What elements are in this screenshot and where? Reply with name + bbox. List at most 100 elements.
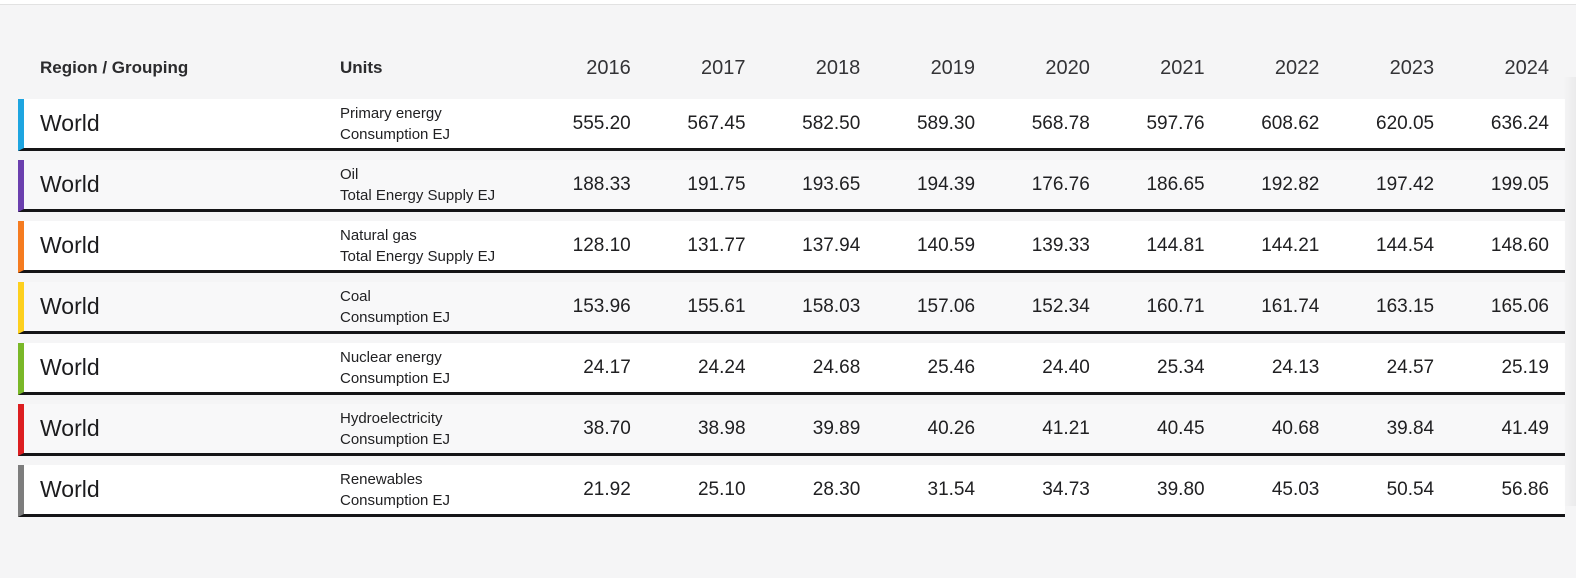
units-series-label: Oil (340, 165, 359, 183)
value-cell: 597.76 (1105, 99, 1221, 151)
region-cell: World (18, 99, 320, 151)
value-cell: 40.45 (1105, 404, 1221, 456)
value-cell: 194.39 (876, 160, 992, 212)
value-cell: 24.13 (1220, 343, 1336, 395)
value-cell: 152.34 (991, 282, 1106, 334)
value-cell: 39.84 (1335, 404, 1451, 456)
table-row: World Natural gas Total Energy Supply EJ… (18, 221, 1565, 273)
region-cell: World (18, 465, 320, 517)
value-cell: 620.05 (1335, 99, 1451, 151)
value-cell: 589.30 (876, 99, 992, 151)
value-cell: 25.19 (1450, 343, 1565, 395)
header-row: Region / Grouping Units 2016 2017 2018 2019… (18, 46, 1565, 90)
value-cell: 40.68 (1220, 404, 1336, 456)
value-cell: 137.94 (761, 221, 877, 273)
units-cell: Hydroelectricity Consumption EJ (320, 404, 532, 456)
value-cell: 25.46 (876, 343, 992, 395)
value-cell: 144.81 (1105, 221, 1221, 273)
value-cell: 199.05 (1450, 160, 1565, 212)
value-cell: 153.96 (532, 282, 647, 334)
value-cell: 165.06 (1450, 282, 1565, 334)
value-cell: 608.62 (1220, 99, 1336, 151)
units-series-label: Coal (340, 287, 371, 305)
value-cell: 191.75 (646, 160, 762, 212)
value-cell: 25.10 (646, 465, 762, 517)
value-cell: 158.03 (761, 282, 877, 334)
units-cell: Oil Total Energy Supply EJ (320, 160, 532, 212)
value-cell: 193.65 (761, 160, 877, 212)
region-cell: World (18, 343, 320, 395)
region-cell: World (18, 221, 320, 273)
value-cell: 41.49 (1450, 404, 1565, 456)
value-cell: 197.42 (1335, 160, 1451, 212)
value-cell: 144.21 (1220, 221, 1336, 273)
value-cell: 636.24 (1450, 99, 1565, 151)
region-cell: World (18, 160, 320, 212)
value-cell: 582.50 (761, 99, 877, 151)
table-row: World Primary energy Consumption EJ 555.… (18, 99, 1565, 151)
region-label: World (40, 171, 100, 197)
units-cell: Coal Consumption EJ (320, 282, 532, 334)
value-cell: 188.33 (532, 160, 647, 212)
value-cell: 176.76 (991, 160, 1106, 212)
value-cell: 38.98 (646, 404, 762, 456)
region-label: World (40, 110, 100, 136)
value-cell: 39.89 (761, 404, 877, 456)
table-body: World Primary energy Consumption EJ 555.… (18, 99, 1565, 517)
table-row: World Renewables Consumption EJ 21.92 25.… (18, 465, 1565, 517)
units-series-label: Renewables (340, 470, 423, 488)
column-header-year: 2019 (930, 56, 976, 79)
units-measure-label: Consumption EJ (340, 430, 451, 448)
value-cell: 160.71 (1105, 282, 1221, 334)
units-series-label: Primary energy (340, 104, 442, 122)
column-header-year: 2020 (1045, 56, 1090, 79)
units-measure-label: Consumption EJ (340, 125, 451, 143)
value-cell: 28.30 (761, 465, 877, 517)
units-cell: Natural gas Total Energy Supply EJ (320, 221, 532, 273)
column-header-year: 2023 (1389, 56, 1435, 79)
units-cell: Primary energy Consumption EJ (320, 99, 532, 151)
column-header-year: 2016 (586, 56, 631, 79)
region-label: World (40, 232, 100, 258)
value-cell: 24.40 (991, 343, 1106, 395)
column-header-units: Units (340, 58, 383, 77)
value-cell: 140.59 (876, 221, 992, 273)
value-cell: 161.74 (1220, 282, 1336, 334)
value-cell: 25.34 (1105, 343, 1221, 395)
value-cell: 144.54 (1335, 221, 1451, 273)
value-cell: 40.26 (876, 404, 992, 456)
column-header-year: 2018 (815, 56, 861, 79)
value-cell: 567.45 (646, 99, 762, 151)
region-label: World (40, 293, 100, 319)
column-header-region-grouping: Region / Grouping (40, 58, 189, 77)
value-cell: 38.70 (532, 404, 647, 456)
energy-data-table: Region / Grouping Units 2016 2017 2018 2019… (18, 37, 1565, 526)
region-cell: World (18, 404, 320, 456)
table-row: World Coal Consumption EJ 153.96 155.61 15… (18, 282, 1565, 334)
energy-table-container: Region / Grouping Units 2016 2017 2018 2019… (0, 37, 1576, 526)
value-cell: 186.65 (1105, 160, 1221, 212)
units-measure-label: Total Energy Supply EJ (340, 247, 496, 265)
value-cell: 56.86 (1450, 465, 1565, 517)
value-cell: 192.82 (1220, 160, 1336, 212)
value-cell: 131.77 (646, 221, 762, 273)
region-label: World (40, 415, 100, 441)
table-row: World Nuclear energy Consumption EJ 24.1… (18, 343, 1565, 395)
units-measure-label: Consumption EJ (340, 308, 451, 326)
units-series-label: Nuclear energy (340, 348, 442, 366)
value-cell: 34.73 (991, 465, 1106, 517)
value-cell: 24.68 (761, 343, 877, 395)
value-cell: 24.24 (646, 343, 762, 395)
units-measure-label: Total Energy Supply EJ (340, 186, 496, 204)
value-cell: 21.92 (532, 465, 647, 517)
table-row: World Hydroelectricity Consumption EJ 38… (18, 404, 1565, 456)
units-series-label: Natural gas (340, 226, 417, 244)
units-measure-label: Consumption EJ (340, 369, 451, 387)
table-header: Region / Grouping Units 2016 2017 2018 2019… (18, 46, 1565, 90)
value-cell: 163.15 (1335, 282, 1451, 334)
value-cell: 157.06 (876, 282, 992, 334)
region-label: World (40, 476, 100, 502)
units-cell: Nuclear energy Consumption EJ (320, 343, 532, 395)
top-divider (0, 0, 1576, 5)
region-label: World (40, 354, 100, 380)
